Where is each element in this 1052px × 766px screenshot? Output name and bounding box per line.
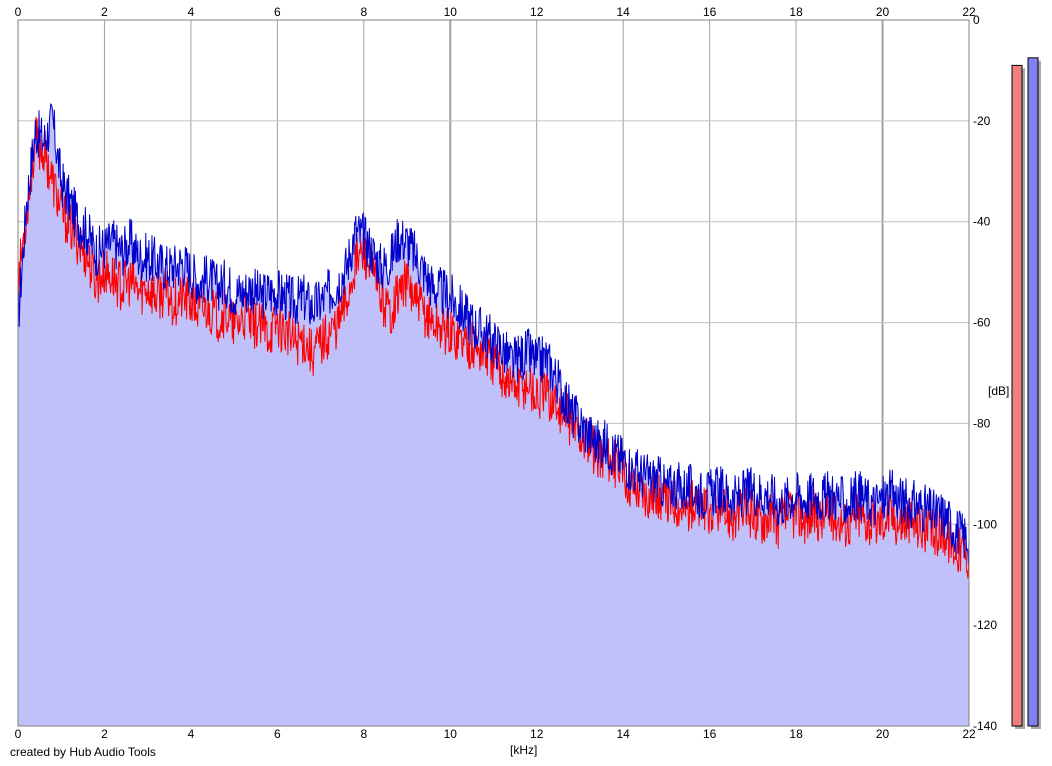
y-tick-label: -100 [973, 517, 997, 531]
level-meter-bar [1027, 57, 1039, 727]
y-tick-label: -40 [973, 215, 991, 229]
x-tick-labels-bottom: 0 2 4 6 8 10 12 14 16 18 20 22 [15, 727, 976, 741]
y-tick-label: 0 [973, 13, 980, 27]
x-tick-label-bottom: 6 [274, 727, 281, 741]
y-tick-label: -80 [973, 416, 991, 430]
level-meters [1011, 57, 1041, 730]
y-tick-label: -60 [973, 316, 991, 330]
plot-frame [17, 19, 970, 727]
x-tick-label-bottom: 8 [360, 727, 367, 741]
x-tick-label-bottom: 4 [188, 727, 195, 741]
x-tick-label-top: 12 [530, 5, 544, 19]
x-tick-label-top: 16 [703, 5, 717, 19]
x-tick-label-bottom: 10 [444, 727, 458, 741]
x-tick-label-bottom: 22 [962, 727, 976, 741]
x-tick-labels-top: 0 2 4 6 8 10 12 14 16 18 20 22 [15, 5, 976, 19]
x-tick-label-bottom: 16 [703, 727, 717, 741]
y-tick-labels: 0 -20 -40 -60 -80 -100 -120 -140 [973, 13, 997, 733]
x-tick-label-top: 22 [962, 5, 976, 19]
x-tick-label-bottom: 18 [789, 727, 803, 741]
x-tick-label-bottom: 14 [617, 727, 631, 741]
series-lines [17, 102, 970, 579]
x-tick-label-top: 20 [876, 5, 890, 19]
x-tick-label-top: 0 [15, 5, 22, 19]
series-line-blue [17, 102, 970, 564]
x-tick-label-top: 6 [274, 5, 281, 19]
credit-text: created by Hub Audio Tools [10, 745, 156, 759]
y-axis-label: [dB] [988, 384, 1010, 398]
y-tick-label: -20 [973, 114, 991, 128]
level-meter-bar [1011, 64, 1023, 727]
x-tick-label-top: 10 [444, 5, 458, 19]
x-tick-label-bottom: 12 [530, 727, 544, 741]
spectrum-area-fill [18, 104, 969, 727]
x-tick-label-bottom: 0 [15, 727, 22, 741]
x-tick-label-bottom: 2 [101, 727, 108, 741]
y-tick-label: -140 [973, 719, 997, 733]
x-tick-label-top: 2 [101, 5, 108, 19]
y-tick-label: -120 [973, 618, 997, 632]
x-tick-label-top: 14 [617, 5, 631, 19]
x-tick-label-top: 18 [789, 5, 803, 19]
x-tick-label-top: 8 [360, 5, 367, 19]
x-axis-label: [kHz] [510, 743, 538, 757]
x-tick-label-top: 4 [188, 5, 195, 19]
x-tick-label-bottom: 20 [876, 727, 890, 741]
